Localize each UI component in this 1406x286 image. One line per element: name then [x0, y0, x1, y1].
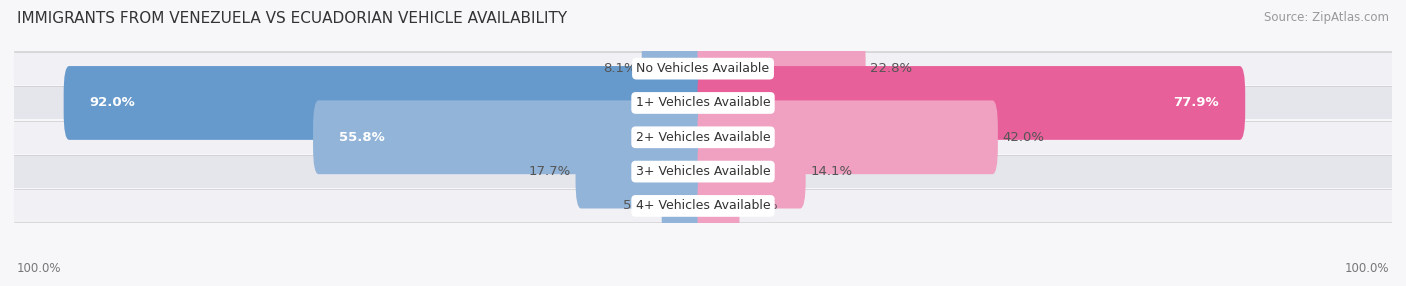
- FancyBboxPatch shape: [14, 86, 1392, 120]
- FancyBboxPatch shape: [641, 32, 709, 106]
- Text: 42.0%: 42.0%: [1002, 131, 1045, 144]
- FancyBboxPatch shape: [697, 100, 998, 174]
- Text: 2+ Vehicles Available: 2+ Vehicles Available: [636, 131, 770, 144]
- Text: 100.0%: 100.0%: [1344, 262, 1389, 275]
- Text: 92.0%: 92.0%: [90, 96, 135, 110]
- FancyBboxPatch shape: [662, 169, 709, 243]
- Text: 17.7%: 17.7%: [529, 165, 571, 178]
- FancyBboxPatch shape: [575, 135, 709, 208]
- Text: 100.0%: 100.0%: [17, 262, 62, 275]
- FancyBboxPatch shape: [697, 32, 866, 106]
- FancyBboxPatch shape: [14, 189, 1392, 223]
- Text: 77.9%: 77.9%: [1174, 96, 1219, 110]
- Text: 3+ Vehicles Available: 3+ Vehicles Available: [636, 165, 770, 178]
- Text: No Vehicles Available: No Vehicles Available: [637, 62, 769, 75]
- Text: 8.1%: 8.1%: [603, 62, 637, 75]
- Text: 4+ Vehicles Available: 4+ Vehicles Available: [636, 199, 770, 212]
- FancyBboxPatch shape: [697, 66, 1246, 140]
- Text: Source: ZipAtlas.com: Source: ZipAtlas.com: [1264, 11, 1389, 24]
- Text: 55.8%: 55.8%: [339, 131, 385, 144]
- Text: 4.5%: 4.5%: [744, 199, 778, 212]
- Text: 22.8%: 22.8%: [870, 62, 912, 75]
- FancyBboxPatch shape: [14, 52, 1392, 85]
- FancyBboxPatch shape: [697, 169, 740, 243]
- Text: 1+ Vehicles Available: 1+ Vehicles Available: [636, 96, 770, 110]
- FancyBboxPatch shape: [697, 135, 806, 208]
- FancyBboxPatch shape: [63, 66, 709, 140]
- Text: 5.2%: 5.2%: [623, 199, 657, 212]
- FancyBboxPatch shape: [314, 100, 709, 174]
- FancyBboxPatch shape: [14, 155, 1392, 188]
- Text: 14.1%: 14.1%: [810, 165, 852, 178]
- Text: IMMIGRANTS FROM VENEZUELA VS ECUADORIAN VEHICLE AVAILABILITY: IMMIGRANTS FROM VENEZUELA VS ECUADORIAN …: [17, 11, 567, 26]
- FancyBboxPatch shape: [14, 121, 1392, 154]
- Legend: Immigrants from Venezuela, Ecuadorian: Immigrants from Venezuela, Ecuadorian: [547, 283, 859, 286]
